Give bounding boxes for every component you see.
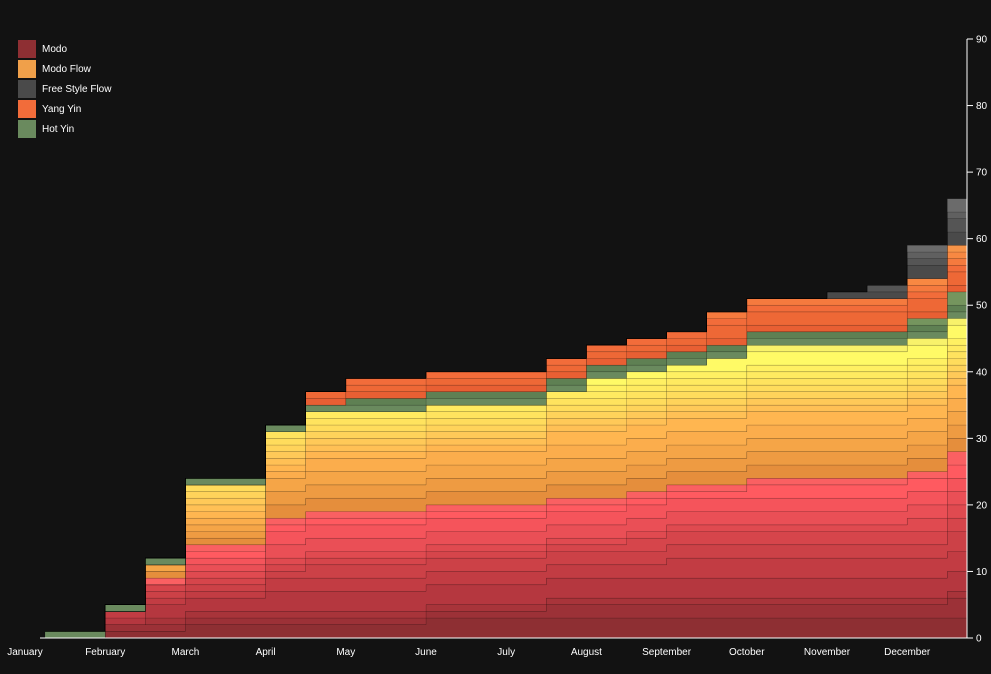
x-tick-label: March — [172, 647, 200, 658]
legend-swatch — [18, 80, 36, 98]
y-tick-label: 20 — [976, 500, 988, 511]
legend-item: Modo Flow — [18, 59, 111, 79]
legend-label: Free Style Flow — [42, 83, 112, 95]
legend-label: Modo Flow — [42, 63, 91, 75]
y-tick-label: 80 — [976, 101, 988, 112]
y-tick-label: 30 — [976, 434, 988, 445]
x-tick-label: July — [497, 647, 515, 658]
x-tick-label: August — [571, 647, 602, 658]
x-tick-label: September — [642, 647, 692, 658]
legend-swatch — [18, 40, 36, 58]
legend-swatch — [18, 60, 36, 78]
legend-item: Yang Yin — [18, 99, 111, 119]
y-tick-label: 10 — [976, 567, 988, 578]
legend-label: Yang Yin — [42, 103, 82, 115]
x-tick-label: November — [804, 647, 851, 658]
legend-item: Modo — [18, 39, 111, 59]
x-tick-label: December — [884, 647, 931, 658]
y-tick-label: 70 — [976, 168, 988, 179]
y-axis: 0 10 20 30 40 50 60 70 80 90 — [966, 35, 988, 645]
chart-areas — [44, 198, 968, 639]
legend-swatch — [18, 120, 36, 138]
y-tick-label: 60 — [976, 234, 988, 245]
x-tick-label: May — [336, 647, 355, 658]
x-tick-label: October — [729, 647, 765, 658]
y-tick-label: 0 — [976, 634, 982, 645]
y-tick-label: 90 — [976, 35, 988, 46]
y-tick-label: 50 — [976, 301, 988, 312]
x-tick-label: April — [256, 647, 276, 658]
x-axis: January February March April May June July Augu… — [7, 637, 967, 658]
x-tick-label: February — [85, 647, 125, 658]
x-tick-label: January — [7, 647, 43, 658]
legend-label: Modo — [42, 43, 68, 55]
legend-label: Hot Yin — [42, 123, 75, 135]
legend-item: Free Style Flow — [18, 79, 111, 99]
legend-swatch — [18, 100, 36, 118]
y-tick-label: 40 — [976, 367, 988, 378]
x-tick-label: June — [415, 647, 437, 658]
legend-item: Hot Yin — [18, 119, 111, 139]
legend: Modo Modo Flow Free Style Flow Yang Yin Hot … — [18, 39, 111, 139]
